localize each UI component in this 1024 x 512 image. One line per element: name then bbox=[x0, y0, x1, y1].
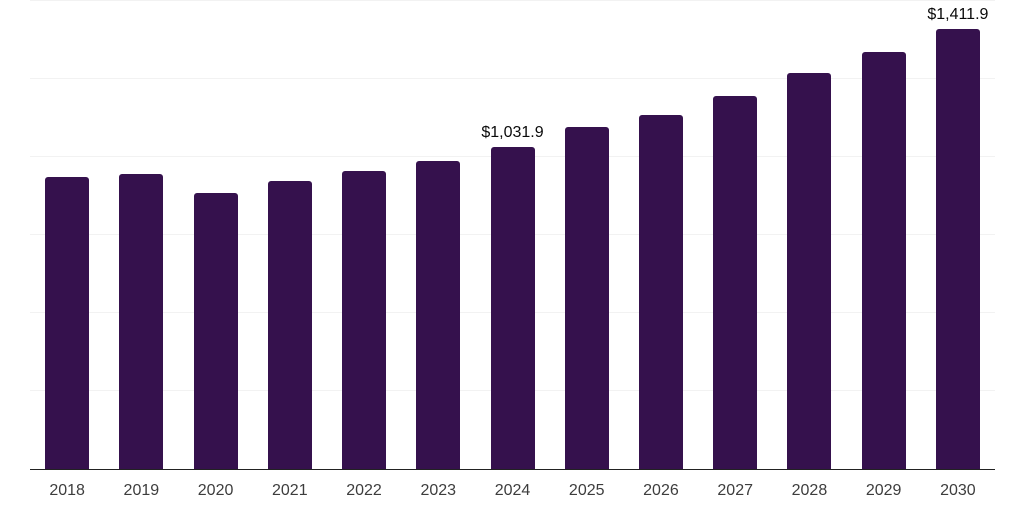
bar-2027 bbox=[713, 96, 758, 469]
bar-2024 bbox=[490, 147, 535, 469]
bar-2025 bbox=[564, 127, 609, 469]
x-tick-2028: 2028 bbox=[791, 482, 828, 499]
bar-2029 bbox=[861, 51, 906, 469]
x-tick-2021: 2021 bbox=[272, 482, 308, 499]
x-tick-2022: 2022 bbox=[346, 482, 382, 499]
x-tick-2023: 2023 bbox=[420, 482, 457, 499]
x-tick-2020: 2020 bbox=[197, 482, 234, 499]
bar-2018 bbox=[45, 177, 90, 469]
x-tick-2027: 2027 bbox=[717, 482, 753, 499]
data-label-2030: $1,411.9 bbox=[927, 5, 989, 23]
x-tick-2029: 2029 bbox=[865, 482, 902, 499]
x-tick-2019: 2019 bbox=[123, 482, 160, 499]
gridline-1500 bbox=[30, 0, 995, 1]
x-tick-2030: 2030 bbox=[940, 482, 976, 499]
bar-2028 bbox=[787, 73, 832, 469]
x-tick-2026: 2026 bbox=[643, 482, 679, 499]
bar-2022 bbox=[342, 171, 387, 469]
x-tick-2018: 2018 bbox=[49, 482, 85, 499]
plot-area: $1,031.9 $1,411.9 bbox=[30, 0, 995, 470]
bar-2023 bbox=[416, 161, 461, 469]
bar-2020 bbox=[193, 193, 238, 469]
bar-2030 bbox=[935, 28, 980, 469]
bar-2021 bbox=[267, 181, 312, 469]
bar-2026 bbox=[638, 115, 683, 469]
data-label-2024: $1,031.9 bbox=[481, 124, 544, 142]
x-tick-2024: 2024 bbox=[494, 482, 531, 499]
x-axis-line bbox=[30, 468, 995, 470]
gridline-1250 bbox=[30, 78, 995, 79]
x-tick-2025: 2025 bbox=[568, 482, 605, 499]
bar-2019 bbox=[119, 173, 164, 469]
